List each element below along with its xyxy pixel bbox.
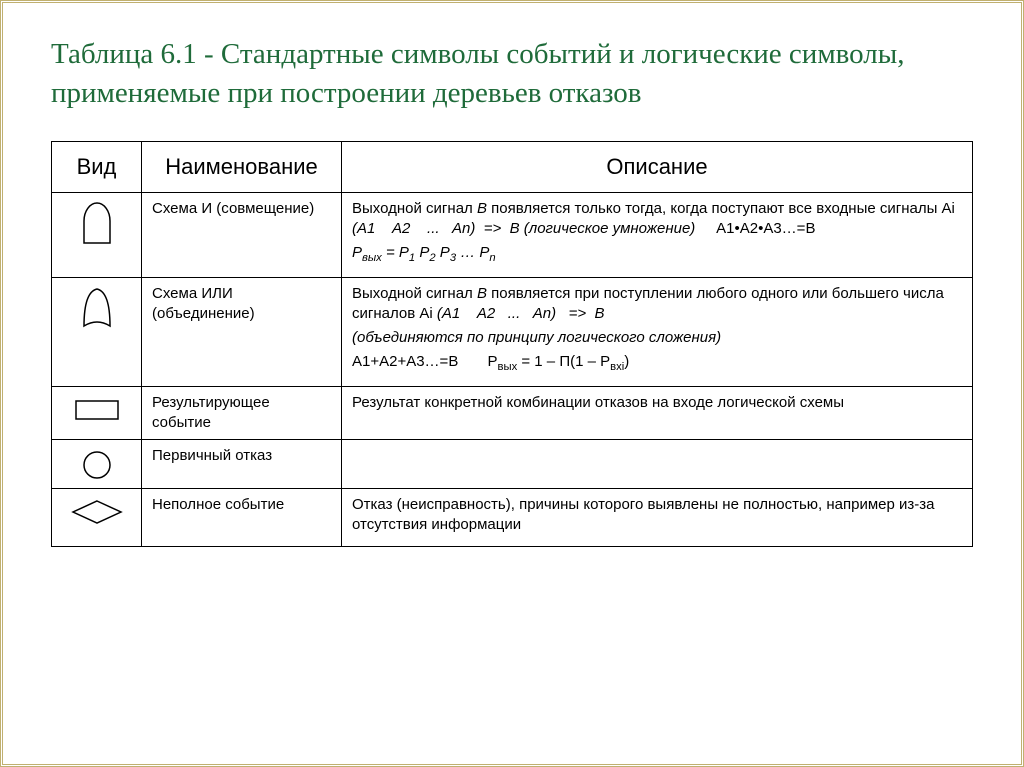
circle-icon xyxy=(79,448,115,482)
page-title: Таблица 6.1 - Стандартные символы событи… xyxy=(51,35,973,113)
desc-line: Отказ (неисправность), причины которого … xyxy=(352,495,962,536)
symbol-cell xyxy=(52,277,142,386)
slide-frame: Таблица 6.1 - Стандартные символы событи… xyxy=(0,0,1024,767)
desc-line: (объединяются по принципу логического сл… xyxy=(352,328,962,348)
desc-formula: А1+А2+А3…=В Pвых = 1 – П(1 – Pвхi) xyxy=(352,352,962,375)
name-cell: Схема И (совмещение) xyxy=(142,192,342,277)
col-header-view: Вид xyxy=(52,142,142,193)
row-name-line: Схема ИЛИ xyxy=(152,285,233,302)
col-header-name: Наименование xyxy=(142,142,342,193)
table-row: Схема И (совмещение) Выходной сигнал В п… xyxy=(52,192,973,277)
row-name: Схема И (совмещение) xyxy=(152,200,314,217)
desc-line: Выходной сигнал В появляется только тогд… xyxy=(352,199,962,240)
desc-cell: Отказ (неисправность), причины которого … xyxy=(342,489,973,547)
name-cell: Схема ИЛИ (объединение) xyxy=(142,277,342,386)
symbol-cell xyxy=(52,440,142,489)
row-name: Первичный отказ xyxy=(152,447,272,464)
desc-cell xyxy=(342,440,973,489)
symbol-cell xyxy=(52,386,142,440)
name-cell: Первичный отказ xyxy=(142,440,342,489)
symbols-table: Вид Наименование Описание Схема И (совме… xyxy=(51,141,973,546)
table-row: Первичный отказ xyxy=(52,440,973,489)
desc-cell: Результат конкретной комбинации отказов … xyxy=(342,386,973,440)
desc-line: Выходной сигнал В появляется при поступл… xyxy=(352,284,962,325)
table-row: Результирующее событие Результат конкрет… xyxy=(52,386,973,440)
desc-cell: Выходной сигнал В появляется только тогд… xyxy=(342,192,973,277)
table-header-row: Вид Наименование Описание xyxy=(52,142,973,193)
col-header-desc: Описание xyxy=(342,142,973,193)
table-row: Схема ИЛИ (объединение) Выходной сигнал … xyxy=(52,277,973,386)
desc-formula: Pвых = P1 P2 P3 … Pn xyxy=(352,243,962,266)
row-name: Неполное событие xyxy=(152,496,284,513)
row-name-line: Результирующее xyxy=(152,394,270,411)
name-cell: Неполное событие xyxy=(142,489,342,547)
row-name-line: событие xyxy=(152,414,211,431)
name-cell: Результирующее событие xyxy=(142,386,342,440)
or-gate-icon xyxy=(78,286,116,332)
rectangle-icon xyxy=(72,395,122,425)
desc-line: Результат конкретной комбинации отказов … xyxy=(352,393,962,413)
row-name-line: (объединение) xyxy=(152,305,255,322)
symbol-cell xyxy=(52,192,142,277)
and-gate-icon xyxy=(78,201,116,245)
table-row: Неполное событие Отказ (неисправность), … xyxy=(52,489,973,547)
symbol-cell xyxy=(52,489,142,547)
diamond-icon xyxy=(69,497,125,527)
desc-cell: Выходной сигнал В появляется при поступл… xyxy=(342,277,973,386)
